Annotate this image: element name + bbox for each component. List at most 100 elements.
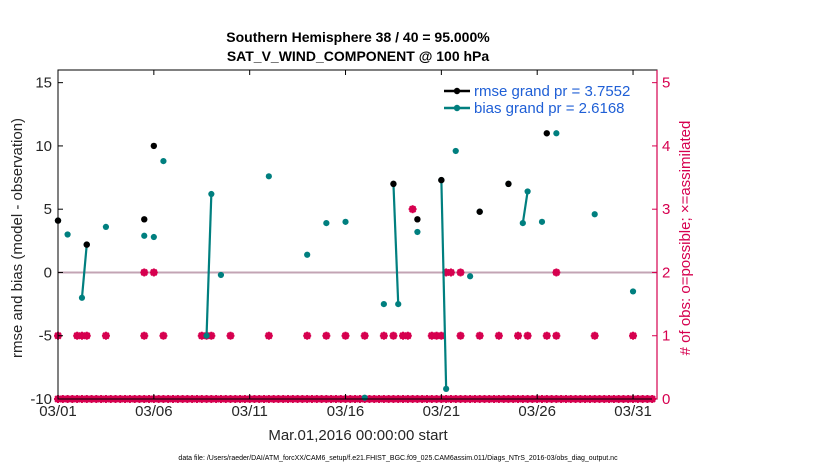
- rmse-point: [438, 176, 445, 184]
- legend-bias-marker: [453, 104, 461, 112]
- chart-title-line2: SAT_V_WIND_COMPONENT @ 100 hPa: [227, 48, 490, 64]
- bias-point: [414, 228, 421, 236]
- bias-point: [538, 218, 546, 225]
- x-tick-label: 03/16: [327, 403, 365, 420]
- bias-point: [265, 173, 272, 180]
- y-right-tick-label: 0: [662, 391, 670, 408]
- bias-point: [342, 218, 349, 225]
- bias-point: [553, 130, 560, 137]
- bias-point: [452, 147, 459, 155]
- bias-line-segment: [205, 193, 213, 336]
- obs-assimilated-marker: [140, 268, 149, 277]
- y-axis-right-label: # of obs: o=possible; ×=assimilated: [677, 121, 694, 356]
- bias-point: [160, 158, 167, 165]
- obs-assimilated-marker: [140, 331, 149, 340]
- bias-point: [395, 300, 402, 308]
- obs-assimilated-marker: [456, 331, 465, 340]
- y-left-tick-label: -10: [30, 391, 52, 408]
- obs-assimilated-marker: [408, 205, 417, 214]
- bias-point: [361, 394, 368, 401]
- bias-point: [78, 294, 86, 301]
- rmse-series-layer: [54, 130, 550, 248]
- bias-point: [629, 288, 637, 295]
- rmse-point: [390, 180, 397, 188]
- obs-assimilated-marker: [149, 268, 158, 277]
- bias-point: [443, 385, 450, 392]
- obs-assimilated-marker: [159, 331, 168, 340]
- x-tick-label: 03/31: [614, 403, 652, 420]
- rmse-point: [150, 142, 158, 150]
- obs-assimilated-marker: [446, 268, 455, 277]
- y-axis-right: 0 1 2 3 4 5: [652, 75, 670, 408]
- legend-rmse-marker: [453, 87, 461, 95]
- obs-assimilated-marker: [514, 331, 523, 340]
- y-left-tick-label: 5: [44, 201, 52, 218]
- chart-title-line1: Southern Hemisphere 38 / 40 = 95.000%: [226, 29, 490, 45]
- obs-assimilated-marker: [552, 268, 561, 277]
- legend-rmse-label: rmse grand pr = 3.7552: [474, 83, 630, 100]
- rmse-point: [543, 130, 550, 137]
- rmse-point: [83, 241, 90, 248]
- obs-assimilated-marker: [590, 331, 599, 340]
- y-left-tick-label: -5: [39, 328, 52, 345]
- bias-line-segment: [392, 183, 400, 305]
- rmse-point: [476, 208, 483, 215]
- y-right-tick-label: 5: [662, 75, 670, 92]
- bias-point: [380, 300, 387, 308]
- x-tick-label: 03/01: [39, 403, 77, 420]
- x-tick-label: 03/11: [231, 403, 267, 420]
- bias-point: [64, 231, 71, 238]
- rmse-point: [505, 180, 512, 188]
- bias-line-segment: [521, 191, 529, 224]
- bias-point: [141, 232, 148, 239]
- obs-assimilated-marker: [494, 331, 503, 340]
- y-right-tick-label: 2: [662, 264, 670, 281]
- y-left-tick-label: 15: [35, 75, 52, 92]
- obs-assimilated-marker: [523, 331, 532, 340]
- y-left-tick-label: 0: [44, 264, 52, 281]
- x-tick-label: 03/06: [135, 403, 173, 420]
- bias-point: [217, 271, 225, 279]
- obs-assimilated-marker: [629, 331, 638, 340]
- bias-point: [102, 223, 110, 231]
- obs-assimilated-marker: [101, 331, 110, 340]
- obs-assimilated-marker: [389, 331, 398, 340]
- y-axis-left: -10 -5 0 5 10 15: [30, 75, 63, 408]
- x-tick-label: 03/26: [518, 403, 556, 420]
- obs-assimilated-marker: [303, 331, 312, 340]
- y-left-tick-label: 10: [35, 138, 52, 155]
- obs-assimilated-marker: [341, 331, 350, 340]
- bias-point: [467, 273, 474, 280]
- bias-point: [304, 251, 311, 258]
- bias-line-segment: [80, 244, 88, 298]
- y-axis-left-label: rmse and bias (model - observation): [9, 118, 26, 358]
- legend: rmse grand pr = 3.7552 bias grand pr = 2…: [440, 78, 652, 118]
- bias-point: [519, 220, 526, 227]
- bias-point: [208, 190, 215, 198]
- rmse-point: [414, 216, 421, 223]
- obs-assimilated-marker: [226, 331, 235, 340]
- bias-point: [203, 332, 210, 339]
- bias-point: [150, 233, 157, 241]
- obs-assimilated-marker: [207, 331, 216, 340]
- obs-assimilated-marker: [456, 268, 465, 277]
- x-axis: 03/01 03/06 03/11 03/16 03/21 03/26 03/31: [39, 70, 652, 420]
- bias-point: [323, 220, 330, 227]
- y-right-tick-label: 3: [662, 201, 670, 218]
- obs-assimilated-marker: [542, 331, 551, 340]
- bias-point: [524, 188, 531, 195]
- legend-box: [440, 78, 652, 118]
- bias-point: [591, 211, 598, 218]
- y-right-tick-label: 1: [662, 328, 670, 345]
- x-tick-label: 03/21: [423, 403, 461, 420]
- obs-assimilated-marker: [552, 331, 561, 340]
- rmse-point: [141, 216, 148, 223]
- bias-line-segment: [440, 180, 448, 389]
- obs-assimilated-marker: [403, 331, 412, 340]
- obs-assimilated-marker: [437, 331, 446, 340]
- obs-assimilated-marker: [264, 331, 273, 340]
- obs-assimilated-marker: [82, 331, 91, 340]
- obs-assimilated-marker: [360, 331, 369, 340]
